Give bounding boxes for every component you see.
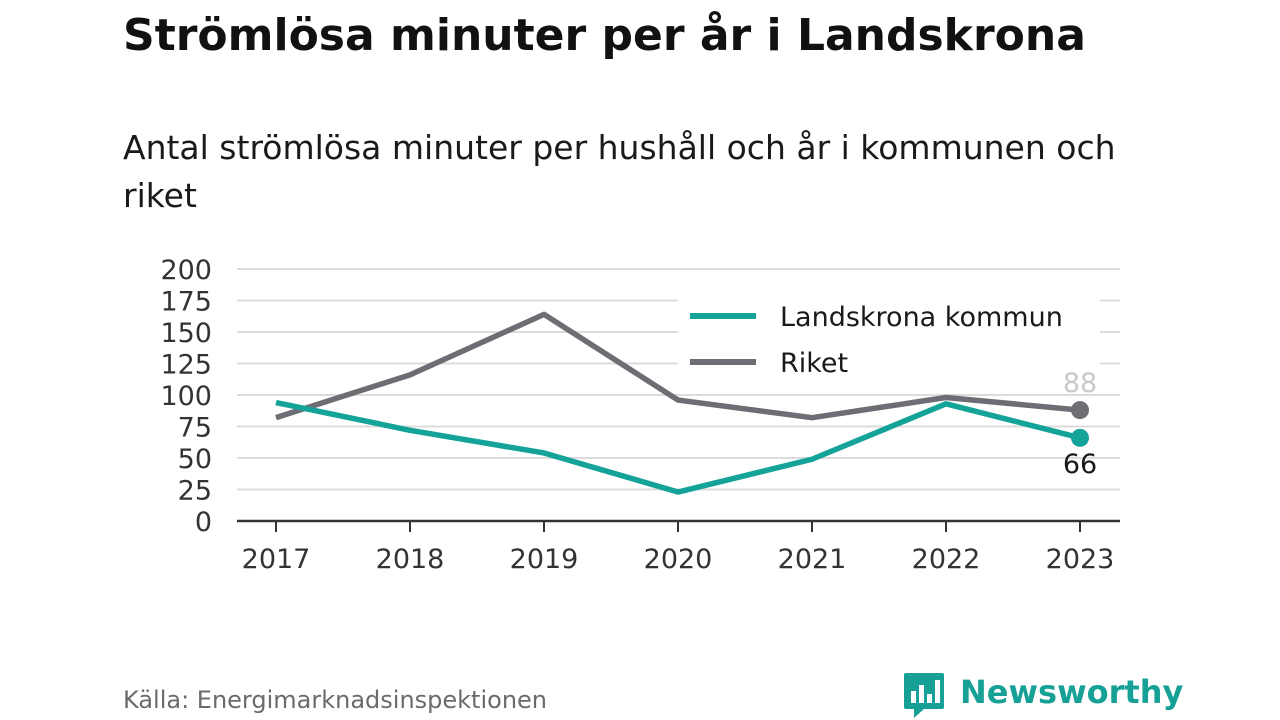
brand-name: Newsworthy bbox=[960, 673, 1184, 711]
x-tick-label: 2022 bbox=[912, 544, 981, 575]
newsworthy-logo-icon bbox=[904, 673, 944, 718]
y-tick-label: 200 bbox=[160, 255, 212, 286]
chart-title: Strömlösa minuter per år i Landskrona bbox=[123, 10, 1086, 61]
end-labels: 88 66 bbox=[1063, 368, 1097, 480]
y-tick-label: 0 bbox=[195, 507, 212, 538]
series-line-1 bbox=[275, 311, 1081, 421]
series-end-point-1 bbox=[1071, 401, 1089, 420]
series-line-0 bbox=[275, 399, 1081, 495]
legend-label: Riket bbox=[780, 348, 848, 379]
series-end-point-0 bbox=[1071, 428, 1089, 447]
legend-background bbox=[678, 296, 1100, 394]
legend-label: Landskrona kommun bbox=[780, 302, 1063, 333]
y-tick-label: 125 bbox=[160, 350, 212, 381]
chart-subtitle: Antal strömlösa minuter per hushåll och … bbox=[123, 128, 1116, 215]
y-tick-label: 75 bbox=[178, 413, 212, 444]
y-tick-label: 50 bbox=[178, 444, 212, 475]
x-tick-label: 2018 bbox=[376, 544, 445, 575]
end-label-landskrona: 66 bbox=[1063, 449, 1097, 480]
x-tick-label: 2021 bbox=[778, 544, 847, 575]
source-note: Källa: Energimarknadsinspektionen bbox=[123, 686, 548, 714]
x-tick-label: 2019 bbox=[510, 544, 579, 575]
x-tick-label: 2023 bbox=[1046, 544, 1115, 575]
y-tick-label: 100 bbox=[160, 381, 212, 412]
y-tick-label: 25 bbox=[178, 476, 212, 507]
end-label-riket: 88 bbox=[1063, 368, 1097, 399]
y-tick-label: 150 bbox=[160, 318, 212, 349]
y-tick-label: 175 bbox=[160, 287, 212, 318]
x-tick-label: 2017 bbox=[242, 544, 311, 575]
x-axis: 2017 2018 2019 2020 2021 2022 2023 bbox=[237, 519, 1120, 575]
legend: Landskrona kommun Riket bbox=[678, 296, 1100, 394]
x-tick-label: 2020 bbox=[644, 544, 713, 575]
series-lines bbox=[275, 311, 1089, 495]
